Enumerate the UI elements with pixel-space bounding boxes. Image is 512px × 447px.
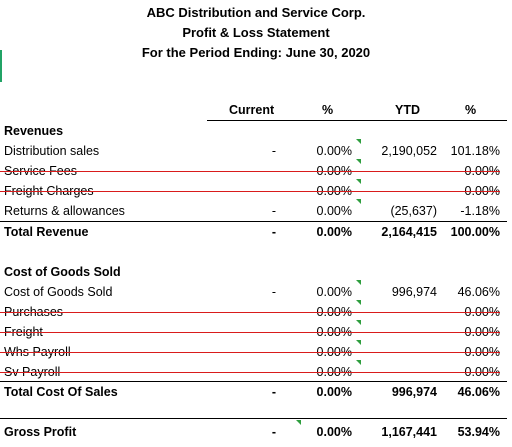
row-ytd: - [432,164,437,178]
total-current: - [271,225,276,239]
row-current: - [271,184,276,198]
row-ytd-pct: 0.00% [464,184,500,198]
row-ytd-pct: 46.06% [457,285,500,299]
comment-marker-icon[interactable] [356,280,361,285]
row-ytd-pct: 101.18% [450,144,500,158]
total-current: - [271,385,276,399]
row-ytd: 996,974 [391,285,437,299]
row-current: - [271,285,276,299]
row-pct: 0.00% [316,144,352,158]
comment-marker-icon[interactable] [296,420,301,425]
comment-marker-icon[interactable] [356,300,361,305]
total-pct: 0.00% [316,385,352,399]
gross-profit-divider [0,418,507,419]
row-ytd-pct: 0.00% [464,325,500,339]
table-row[interactable]: Returns & allowances - 0.00% (25,637) -1… [0,199,512,221]
row-label: Freight Charges [4,184,94,198]
col-header-ytd: YTD [395,103,420,117]
row-ytd: - [432,305,437,319]
row-pct: 0.00% [316,325,352,339]
table-row[interactable]: Freight Charges - 0.00% - 0.00% [0,179,512,201]
row-pct: 0.00% [316,164,352,178]
table-row[interactable]: Sv Payroll - 0.00% - 0.00% [0,360,512,382]
total-ytd: 2,164,415 [381,225,437,239]
table-row[interactable]: Freight - 0.00% - 0.00% [0,320,512,342]
section-revenues: Revenues [0,121,512,141]
company-title: ABC Distribution and Service Corp. [146,5,366,20]
total-cogs-divider [0,381,507,382]
section-heading: Revenues [4,124,64,138]
table-row[interactable]: Service Fees - 0.00% - 0.00% [0,159,512,181]
total-row[interactable]: Total Cost Of Sales - 0.00% 996,974 46.0… [0,382,512,402]
comment-marker-icon[interactable] [356,320,361,325]
gross-profit-label: Gross Profit [4,425,77,439]
comment-marker-icon[interactable] [356,179,361,184]
selection-indicator [0,50,2,82]
col-header-ytd-pct: % [465,103,477,117]
row-current: - [271,365,276,379]
row-pct: 0.00% [316,184,352,198]
total-ytd-pct: 100.00% [450,225,500,239]
gross-profit-pct: 0.00% [316,425,352,439]
row-label: Sv Payroll [4,365,61,379]
row-current: - [271,164,276,178]
row-current: - [271,345,276,359]
total-ytd: 996,974 [391,385,437,399]
row-current: - [271,144,276,158]
gross-profit-row[interactable]: Gross Profit - 0.00% 1,167,441 53.94% [0,420,512,442]
row-ytd: - [432,325,437,339]
col-header-current: Current [229,103,275,117]
row-label: Returns & allowances [4,204,125,218]
section-heading: Cost of Goods Sold [4,265,121,279]
gross-profit-current: - [271,425,276,439]
row-ytd-pct: 0.00% [464,345,500,359]
row-ytd-pct: 0.00% [464,365,500,379]
row-current: - [271,305,276,319]
col-header-pct: % [322,103,334,117]
total-label: Total Cost Of Sales [4,385,118,399]
total-ytd-pct: 46.06% [457,385,500,399]
row-current: - [271,325,276,339]
gross-profit-ytd-pct: 53.94% [457,425,500,439]
row-pct: 0.00% [316,305,352,319]
row-ytd: - [432,184,437,198]
comment-marker-icon[interactable] [356,360,361,365]
table-row[interactable]: Purchases - 0.00% - 0.00% [0,300,512,322]
row-pct: 0.00% [316,345,352,359]
row-ytd: (25,637) [390,204,437,218]
section-cogs: Cost of Goods Sold [0,262,512,282]
row-label: Distribution sales [4,144,100,158]
row-pct: 0.00% [316,365,352,379]
row-label: Whs Payroll [4,345,71,359]
period-title: For the Period Ending: June 30, 2020 [141,45,371,60]
row-ytd-pct: 0.00% [464,305,500,319]
total-revenue-divider [0,221,507,222]
total-pct: 0.00% [316,225,352,239]
row-label: Purchases [4,305,64,319]
total-label: Total Revenue [4,225,89,239]
gross-profit-ytd: 1,167,441 [381,425,437,439]
header-underline [207,120,507,121]
comment-marker-icon[interactable] [356,340,361,345]
row-pct: 0.00% [316,285,352,299]
row-current: - [271,204,276,218]
comment-marker-icon[interactable] [356,199,361,204]
row-label: Service Fees [4,164,77,178]
table-row[interactable]: Cost of Goods Sold - 0.00% 996,974 46.06… [0,280,512,302]
row-label: Cost of Goods Sold [4,285,113,299]
row-ytd: - [432,365,437,379]
row-ytd-pct: 0.00% [464,164,500,178]
row-ytd: 2,190,052 [381,144,437,158]
row-label: Freight [4,325,43,339]
table-row[interactable]: Distribution sales - 0.00% 2,190,052 101… [0,139,512,161]
comment-marker-icon[interactable] [356,159,361,164]
statement-title: Profit & Loss Statement [182,25,330,40]
row-ytd: - [432,345,437,359]
total-row[interactable]: Total Revenue - 0.00% 2,164,415 100.00% [0,222,512,242]
comment-marker-icon[interactable] [356,139,361,144]
table-row[interactable]: Whs Payroll - 0.00% - 0.00% [0,340,512,362]
row-pct: 0.00% [316,204,352,218]
row-ytd-pct: -1.18% [460,204,500,218]
